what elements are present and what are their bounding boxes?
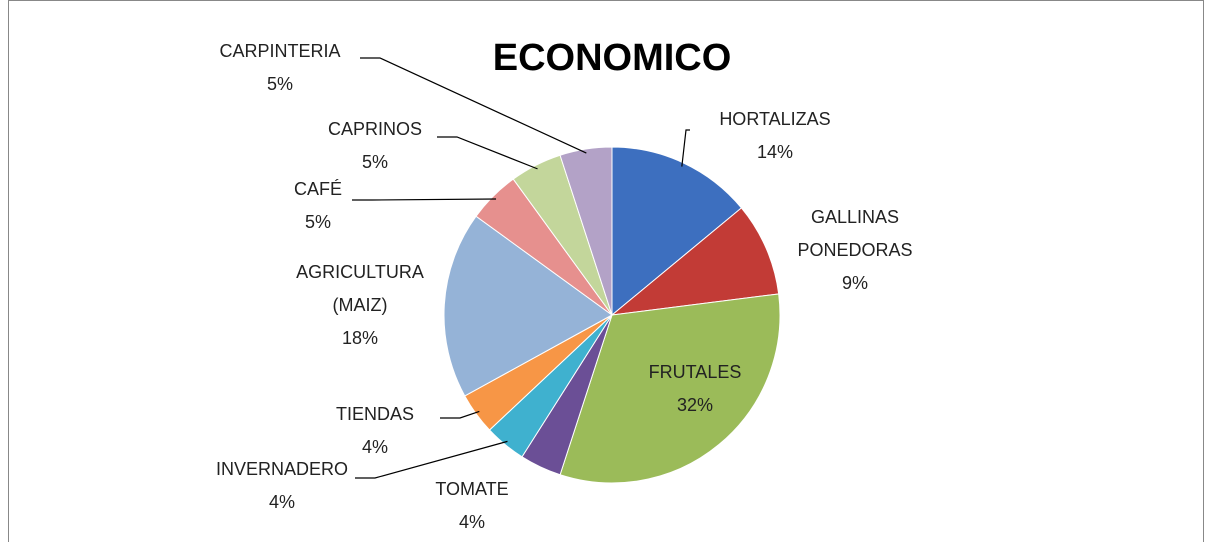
- category-line: GALLINAS: [811, 207, 899, 227]
- value-label: 32%: [677, 395, 713, 415]
- leader-line: [681, 129, 690, 167]
- value-label: 5%: [362, 152, 388, 172]
- category-line: INVERNADERO: [216, 459, 348, 479]
- category-line: TIENDAS: [336, 404, 414, 424]
- category-label: HORTALIZAS: [719, 109, 830, 129]
- slice-label: TIENDAS 4%: [336, 404, 414, 457]
- category-line: AGRICULTURA: [296, 262, 424, 282]
- slice-label: HORTALIZAS 14%: [719, 109, 830, 162]
- value-label: 5%: [305, 212, 331, 232]
- leader-line: [360, 57, 587, 154]
- category-line: CAFÉ: [294, 179, 342, 199]
- category-line: (MAIZ): [333, 295, 388, 315]
- category-line: HORTALIZAS: [719, 109, 830, 129]
- category-label: CAFÉ: [294, 179, 342, 199]
- category-label: CARPINTERIA: [219, 41, 340, 61]
- chart-title: ECONOMICO: [493, 37, 732, 79]
- category-label: TIENDAS: [336, 404, 414, 424]
- value-label: 4%: [362, 437, 388, 457]
- leader-line: [440, 410, 480, 419]
- pie-slice: [611, 146, 743, 317]
- slice-label: CARPINTERIA 5%: [219, 41, 340, 94]
- category-line: FRUTALES: [649, 362, 742, 382]
- slice-label: AGRICULTURA (MAIZ) 18%: [296, 262, 424, 348]
- pie-slice: [559, 146, 613, 316]
- value-label: 14%: [757, 142, 793, 162]
- slice-label: FRUTALES 32%: [649, 362, 742, 415]
- slice-label: TOMATE 4%: [435, 479, 508, 532]
- category-line: TOMATE: [435, 479, 508, 499]
- leader-line: [355, 440, 508, 479]
- pie-slice: [610, 207, 780, 316]
- pie-slice: [443, 215, 613, 397]
- leader-line: [437, 136, 538, 170]
- value-label: 4%: [269, 492, 295, 512]
- category-line: CARPINTERIA: [219, 41, 340, 61]
- category-label: GALLINAS PONEDORAS: [797, 207, 912, 260]
- category-label: INVERNADERO: [216, 459, 348, 479]
- category-label: CAPRINOS: [328, 119, 422, 139]
- category-label: TOMATE: [435, 479, 508, 499]
- slice-label: CAPRINOS 5%: [328, 119, 422, 172]
- slice-label: CAFÉ 5%: [294, 179, 342, 232]
- value-label: 4%: [459, 512, 485, 532]
- leader-line: [352, 198, 497, 201]
- category-line: PONEDORAS: [797, 240, 912, 260]
- value-label: 18%: [342, 328, 378, 348]
- pie-slice: [559, 293, 781, 484]
- slice-label: GALLINAS PONEDORAS 9%: [797, 207, 912, 293]
- category-line: CAPRINOS: [328, 119, 422, 139]
- category-label: AGRICULTURA (MAIZ): [296, 262, 424, 315]
- value-label: 9%: [842, 273, 868, 293]
- slice-label: INVERNADERO 4%: [216, 459, 348, 512]
- value-label: 5%: [267, 74, 293, 94]
- category-label: FRUTALES: [649, 362, 742, 382]
